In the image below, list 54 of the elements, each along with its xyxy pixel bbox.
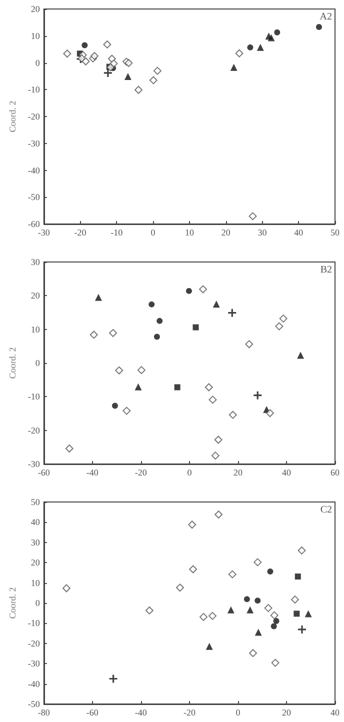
- x-tick-label: -20: [134, 468, 148, 478]
- y-tick-label: -40: [28, 678, 40, 689]
- x-tick-label: -40: [134, 708, 148, 718]
- y-axis-title: Coord. 2: [8, 100, 18, 132]
- x-tick-label: -60: [86, 708, 99, 718]
- y-tick-label: -40: [28, 165, 40, 176]
- x-tick-label: -40: [86, 468, 99, 478]
- y-tick-label: 10: [30, 30, 40, 41]
- y-tick-label: 20: [30, 4, 40, 14]
- x-tick-label: 40: [330, 708, 340, 718]
- y-tick-label: 20: [30, 558, 40, 568]
- x-tick-label: 0: [187, 468, 192, 478]
- y-tick-label: -20: [28, 425, 40, 436]
- y-tick-label: 10: [30, 578, 40, 588]
- y-tick-label: 0: [35, 598, 40, 608]
- x-tick-label: 0: [236, 708, 241, 718]
- y-tick-label: -60: [28, 219, 40, 229]
- y-tick-label: -20: [28, 638, 40, 648]
- x-tick-label: -10: [110, 228, 124, 238]
- x-tick-label: 0: [150, 228, 156, 238]
- y-tick-label: 50: [30, 497, 40, 507]
- y-tick-label: -10: [28, 392, 40, 402]
- y-tick-label: -30: [28, 658, 40, 669]
- y-tick-label: 40: [30, 517, 40, 528]
- x-tick-label: 30: [258, 228, 268, 238]
- x-tick-label: 40: [294, 228, 304, 238]
- y-tick-label: 20: [30, 290, 40, 301]
- x-tick-label: -20: [183, 708, 196, 718]
- y-tick-label: 30: [30, 537, 40, 548]
- x-tick-label: 40: [282, 468, 292, 478]
- x-tick-label: 10: [184, 228, 194, 238]
- x-tick-label: -20: [74, 228, 87, 238]
- y-tick-label: 0: [35, 58, 40, 68]
- y-tick-label: -30: [28, 138, 40, 148]
- y-axis-title: Coord. 2: [8, 587, 18, 619]
- y-axis-title: Coord. 2: [8, 347, 18, 379]
- annotation: B2: [320, 264, 332, 276]
- y-tick-label: -30: [28, 459, 40, 469]
- x-tick-label: 20: [282, 708, 292, 718]
- y-tick-label: -10: [28, 618, 40, 628]
- y-tick-label: 0: [35, 358, 40, 368]
- x-tick-label: -80: [38, 708, 50, 718]
- y-tick-label: 30: [30, 257, 40, 267]
- y-tick-label: -10: [28, 84, 40, 95]
- x-tick-label: 60: [330, 468, 340, 478]
- x-tick-label: 50: [330, 228, 340, 238]
- annotation: C2: [320, 504, 332, 516]
- annotation: A2: [320, 12, 332, 22]
- y-tick-label: -50: [28, 699, 40, 709]
- y-tick-label: -50: [28, 192, 40, 202]
- x-tick-label: 20: [221, 228, 231, 238]
- y-tick-label: -20: [28, 112, 40, 122]
- y-tick-label: 10: [30, 324, 40, 334]
- x-tick-label: 20: [233, 468, 243, 478]
